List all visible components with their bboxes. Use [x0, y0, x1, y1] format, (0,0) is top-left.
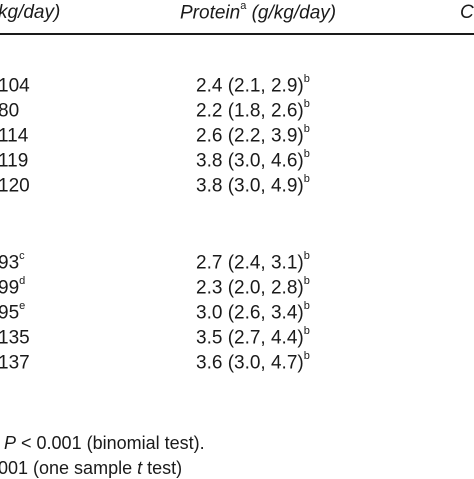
column-header-right: C: [460, 2, 474, 23]
table-row: 120 3.8 (3.0, 4.9)b: [0, 173, 310, 197]
footnote-1: P < 0.001 (binomial test).: [4, 433, 205, 453]
table-row: 135 3.5 (2.7, 4.4)b: [0, 325, 310, 349]
table-row: 104 2.4 (2.1, 2.9)b: [0, 73, 310, 97]
table-row: 93c 2.7 (2.4, 3.1)b: [0, 250, 310, 274]
column-header-protein: Proteina (g/kg/day): [180, 0, 337, 24]
table-row: 114 2.6 (2.2, 3.9)b: [0, 123, 310, 147]
table-row: 137 3.6 (3.0, 4.7)b: [0, 350, 310, 374]
footnote-marker: a: [240, 0, 247, 12]
footnote-2: 001 (one sample t test): [0, 458, 183, 478]
table-row: 80 2.2 (1.8, 2.6)b: [0, 98, 310, 122]
column-header-left: kg/day): [0, 2, 61, 23]
table-row: 95e 3.0 (2.6, 3.4)b: [0, 300, 310, 324]
table-row: 119 3.8 (3.0, 4.6)b: [0, 148, 310, 172]
table-row: 99d 2.3 (2.0, 2.8)b: [0, 275, 310, 299]
header-rule: [0, 33, 474, 35]
